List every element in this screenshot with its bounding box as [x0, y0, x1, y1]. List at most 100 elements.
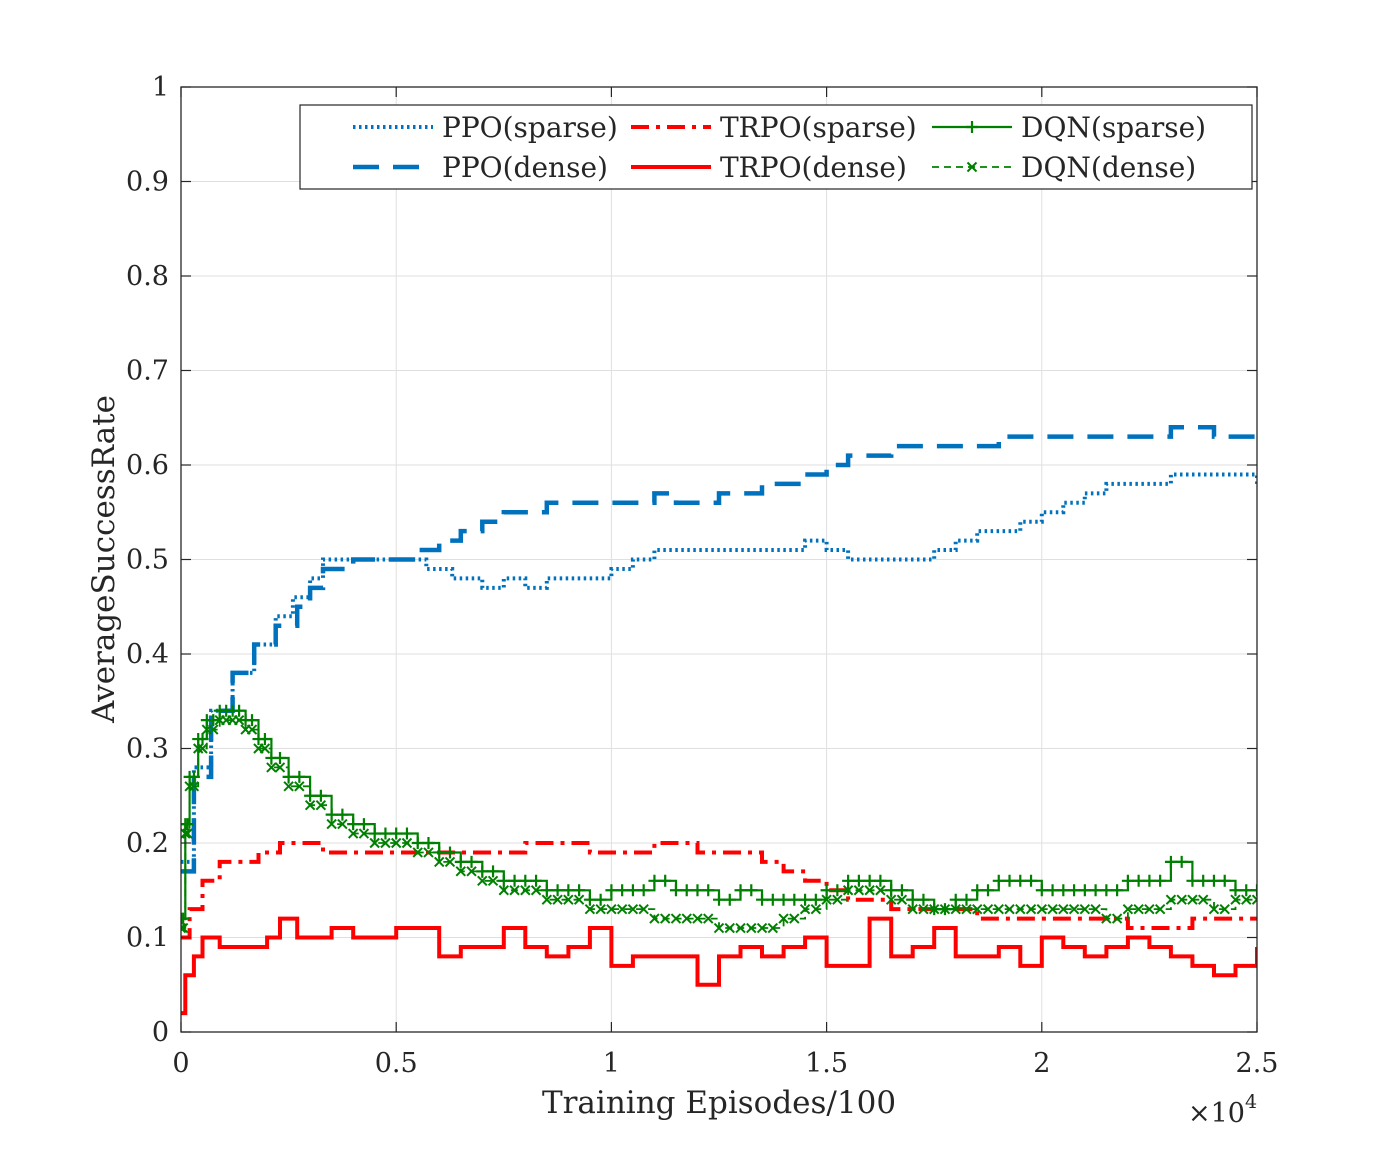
data-point-dqn-sparse — [551, 884, 564, 897]
data-point-dqn-dense — [283, 781, 294, 792]
data-point-dqn-sparse — [1057, 884, 1070, 897]
data-point-dqn-dense — [821, 894, 832, 905]
legend-marker-dqn-dense — [966, 161, 978, 173]
x-axis-label: Training Episodes/100 — [542, 1085, 896, 1121]
data-point-dqn-dense — [466, 866, 477, 877]
data-point-dqn-sparse — [1111, 884, 1124, 897]
data-point-dqn-sparse — [1025, 874, 1038, 887]
data-point-dqn-sparse — [734, 884, 747, 897]
data-point-dqn-dense — [939, 903, 951, 915]
data-point-dqn-sparse — [1068, 884, 1081, 897]
data-point-dqn-sparse — [971, 884, 984, 897]
data-point-dqn-sparse — [1197, 874, 1210, 887]
data-point-dqn-dense — [950, 903, 961, 915]
data-point-dqn-dense — [326, 818, 337, 830]
data-point-dqn-dense — [724, 922, 735, 934]
data-point-dqn-dense — [778, 913, 789, 924]
data-point-dqn-dense — [595, 903, 606, 915]
x-tick-label: 2 — [1033, 1048, 1050, 1079]
data-point-dqn-dense — [197, 743, 208, 754]
data-point-dqn-dense — [552, 894, 563, 905]
data-point-dqn-dense — [1058, 903, 1069, 915]
data-point-dqn-sparse — [895, 884, 908, 897]
data-point-dqn-sparse — [777, 893, 790, 906]
data-point-dqn-sparse — [1175, 855, 1188, 868]
data-point-dqn-dense — [1219, 903, 1230, 915]
data-point-dqn-dense — [304, 799, 316, 811]
data-point-dqn-dense — [1025, 903, 1037, 915]
data-point-dqn-sparse — [1014, 874, 1027, 887]
data-point-dqn-sparse — [1143, 874, 1156, 887]
data-point-dqn-dense — [369, 837, 380, 849]
series-line-ppo-sparse — [181, 472, 1257, 864]
data-point-dqn-dense — [918, 903, 929, 915]
data-point-dqn-sparse — [1251, 884, 1257, 897]
data-point-dqn-sparse — [530, 874, 543, 887]
data-point-dqn-sparse — [616, 884, 629, 897]
data-point-dqn-dense — [266, 762, 277, 773]
legend-label-dqn-sparse: DQN(sparse) — [1021, 111, 1206, 144]
data-point-dqn-dense — [789, 913, 800, 924]
data-point-dqn-sparse — [799, 893, 812, 906]
series-line-trpo-dense — [181, 916, 1257, 1016]
data-point-dqn-dense — [649, 913, 660, 924]
data-point-dqn-dense — [181, 922, 187, 934]
data-point-dqn-dense — [681, 913, 692, 924]
data-point-dqn-sparse — [465, 855, 478, 868]
data-point-dqn-sparse — [648, 874, 661, 887]
data-point-dqn-sparse — [444, 846, 456, 859]
data-point-dqn-sparse — [573, 884, 586, 897]
data-point-dqn-dense — [182, 828, 193, 839]
data-point-dqn-sparse — [1229, 884, 1242, 897]
x-axis-multiplier: ×104 — [1188, 1091, 1257, 1129]
data-point-dqn-dense — [1122, 903, 1134, 915]
data-point-dqn-dense — [1241, 894, 1252, 905]
legend-label-trpo-sparse: TRPO(sparse) — [720, 111, 917, 144]
data-point-dqn-dense — [563, 894, 574, 905]
data-point-dqn-sparse — [863, 874, 876, 887]
data-point-dqn-dense — [842, 885, 854, 896]
data-point-dqn-dense — [259, 743, 271, 754]
data-point-dqn-sparse — [1035, 884, 1048, 897]
data-point-dqn-dense — [799, 903, 811, 915]
data-point-dqn-dense — [875, 885, 886, 896]
legend-label-dqn-dense: DQN(dense) — [1021, 151, 1196, 184]
data-point-dqn-sparse — [1218, 874, 1231, 887]
y-tick-label: 0.9 — [126, 167, 169, 198]
data-point-dqn-sparse — [207, 714, 220, 727]
data-point-dqn-dense — [767, 922, 779, 934]
data-point-dqn-dense — [584, 903, 596, 915]
data-point-dqn-dense — [233, 714, 245, 726]
x-axis-multiplier-exponent: 4 — [1245, 1091, 1257, 1113]
data-point-dqn-sparse — [659, 874, 672, 887]
data-point-dqn-sparse — [314, 789, 327, 802]
data-point-dqn-sparse — [1186, 874, 1199, 887]
data-point-dqn-dense — [1047, 903, 1058, 915]
data-point-dqn-dense — [692, 913, 703, 924]
data-point-dqn-dense — [274, 762, 286, 773]
data-point-dqn-sparse — [196, 733, 209, 746]
data-point-dqn-dense — [520, 885, 531, 896]
data-point-dqn-dense — [1111, 913, 1123, 924]
data-point-dqn-dense — [1251, 894, 1257, 905]
data-point-dqn-dense — [735, 922, 746, 934]
legend-marker-dqn-sparse — [966, 121, 978, 133]
data-point-dqn-sparse — [691, 884, 704, 897]
data-point-dqn-dense — [541, 894, 553, 905]
data-point-dqn-sparse — [508, 874, 521, 887]
data-point-dqn-dense — [703, 913, 714, 924]
data-point-dqn-dense — [380, 837, 391, 849]
data-point-dqn-sparse — [379, 827, 392, 840]
data-point-dqn-dense — [477, 875, 488, 887]
data-point-dqn-sparse — [680, 884, 693, 897]
data-point-dqn-dense — [509, 885, 520, 896]
data-point-dqn-sparse — [1046, 884, 1059, 897]
data-point-dqn-dense — [627, 903, 639, 915]
data-point-dqn-dense — [810, 903, 822, 915]
data-point-dqn-sparse — [422, 837, 435, 849]
data-point-dqn-sparse — [1121, 874, 1134, 887]
data-point-dqn-dense — [455, 866, 466, 877]
data-point-dqn-dense — [188, 781, 200, 792]
data-point-dqn-dense — [1036, 903, 1048, 915]
